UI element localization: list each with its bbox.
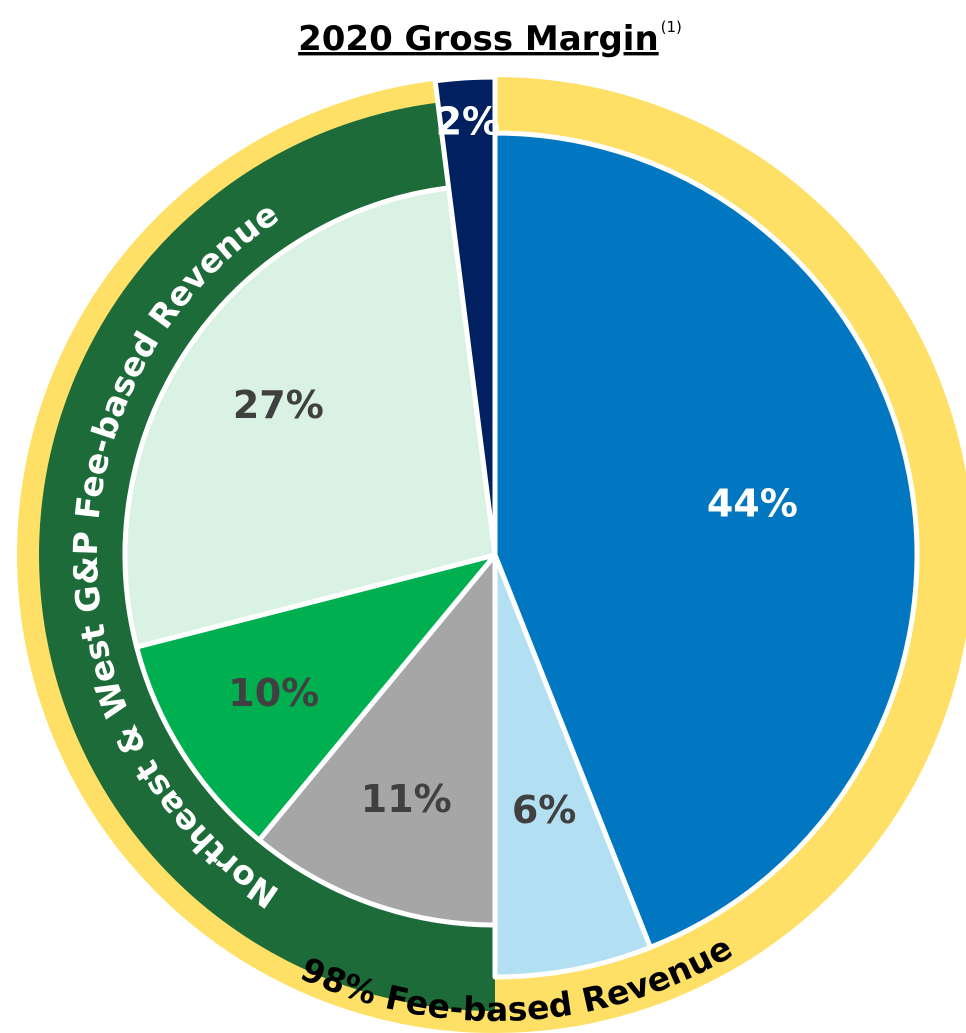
slice-label: 11%: [361, 777, 452, 821]
labels: 44% 6% 11% 10% 27% 2%: [228, 99, 798, 832]
slice-label: 44%: [707, 481, 798, 525]
chart-title: 2020 Gross Margin: [298, 19, 659, 59]
slice-label: 10%: [228, 671, 319, 715]
title-note: (1): [661, 18, 682, 36]
segment-ring: [38, 102, 496, 1012]
slice-label: 2%: [436, 99, 501, 143]
slice-label: 6%: [512, 788, 577, 832]
slice: [256, 552, 498, 928]
chart-title-group: 2020 Gross Margin (1): [298, 18, 682, 59]
slice: [492, 552, 653, 980]
slices: [122, 74, 920, 980]
slice: [492, 130, 920, 950]
slice: [122, 185, 498, 650]
slice-label: 27%: [233, 383, 324, 427]
slice: [432, 74, 498, 558]
